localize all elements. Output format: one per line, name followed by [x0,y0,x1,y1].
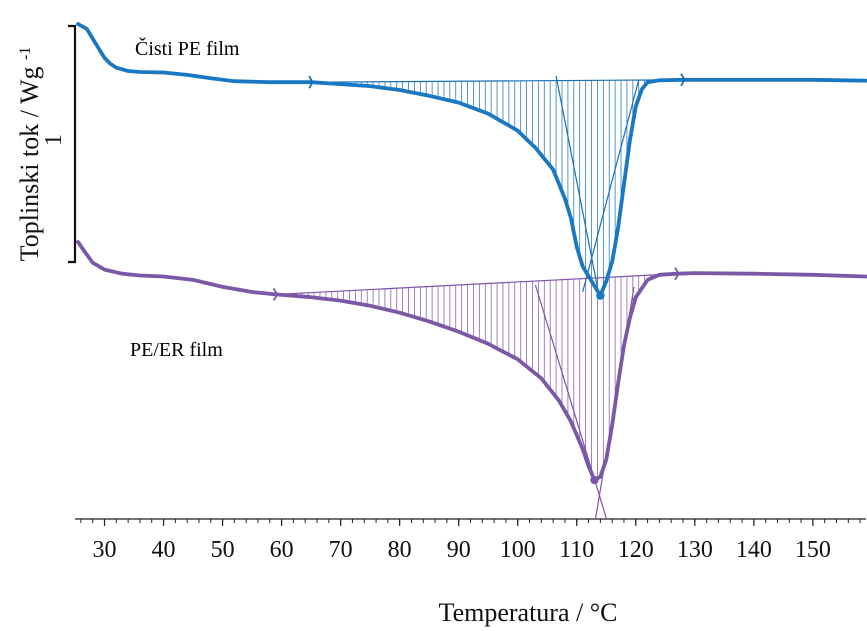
x-axis-layer: 30 40 50 60 70 80 90 100 110 120 130 140 150 [75,518,866,563]
pe-integration-limit-marker [308,75,314,89]
pe-left-tangent [555,75,600,297]
y-axis-title: Toplinski tok / Wg -1 [15,47,44,262]
y-scale-bar-label: 1 [41,134,67,146]
x-axis-tick-label: 150 [795,537,831,563]
integration-hatch-layer [278,79,681,479]
y-scale-bar-layer [68,24,77,264]
pe-er-curve [76,240,867,482]
pe-integration-limit-marker [680,73,686,87]
integration-markers-layer [272,73,686,485]
pe-right-tangent [582,79,640,293]
x-axis-tick-label: 130 [677,537,713,563]
y-axis-title-main: Toplinski tok / Wg [15,66,44,261]
pe-er-peak-marker [590,475,599,485]
x-axis-tick-label: 70 [329,537,353,563]
x-axis-tick-label: 80 [388,537,412,563]
x-axis-tick-label: 90 [447,537,471,563]
x-axis-tick-label: 50 [211,537,235,563]
pe-er-integration-limit-marker [674,267,680,281]
curves-layer [76,22,867,482]
x-axis-tick-label: 60 [270,537,294,563]
x-axis-tick-label: 30 [93,537,117,563]
pe-er-baseline [275,273,678,296]
y-scale-bar [68,24,77,264]
pe-curve [76,22,867,298]
pe-er-integration-limit-marker [272,287,279,301]
x-axis-tick-label: 120 [618,537,654,563]
x-axis-tick-label: 140 [736,537,772,563]
x-axis-tick-label: 110 [559,537,594,563]
y-axis-title-superscript: -1 [17,47,34,60]
x-axis-tick-label: 40 [152,537,176,563]
series-label-pe: Čisti PE film [135,36,240,60]
x-axis-tick-label: 100 [500,537,536,563]
x-axis-title: Temperatura / °C [439,598,618,627]
pe-peak-marker [596,291,605,300]
series-label-pe-er: PE/ER film [130,339,223,361]
tangent-lines-layer [275,75,684,519]
pe-baseline [311,79,684,83]
